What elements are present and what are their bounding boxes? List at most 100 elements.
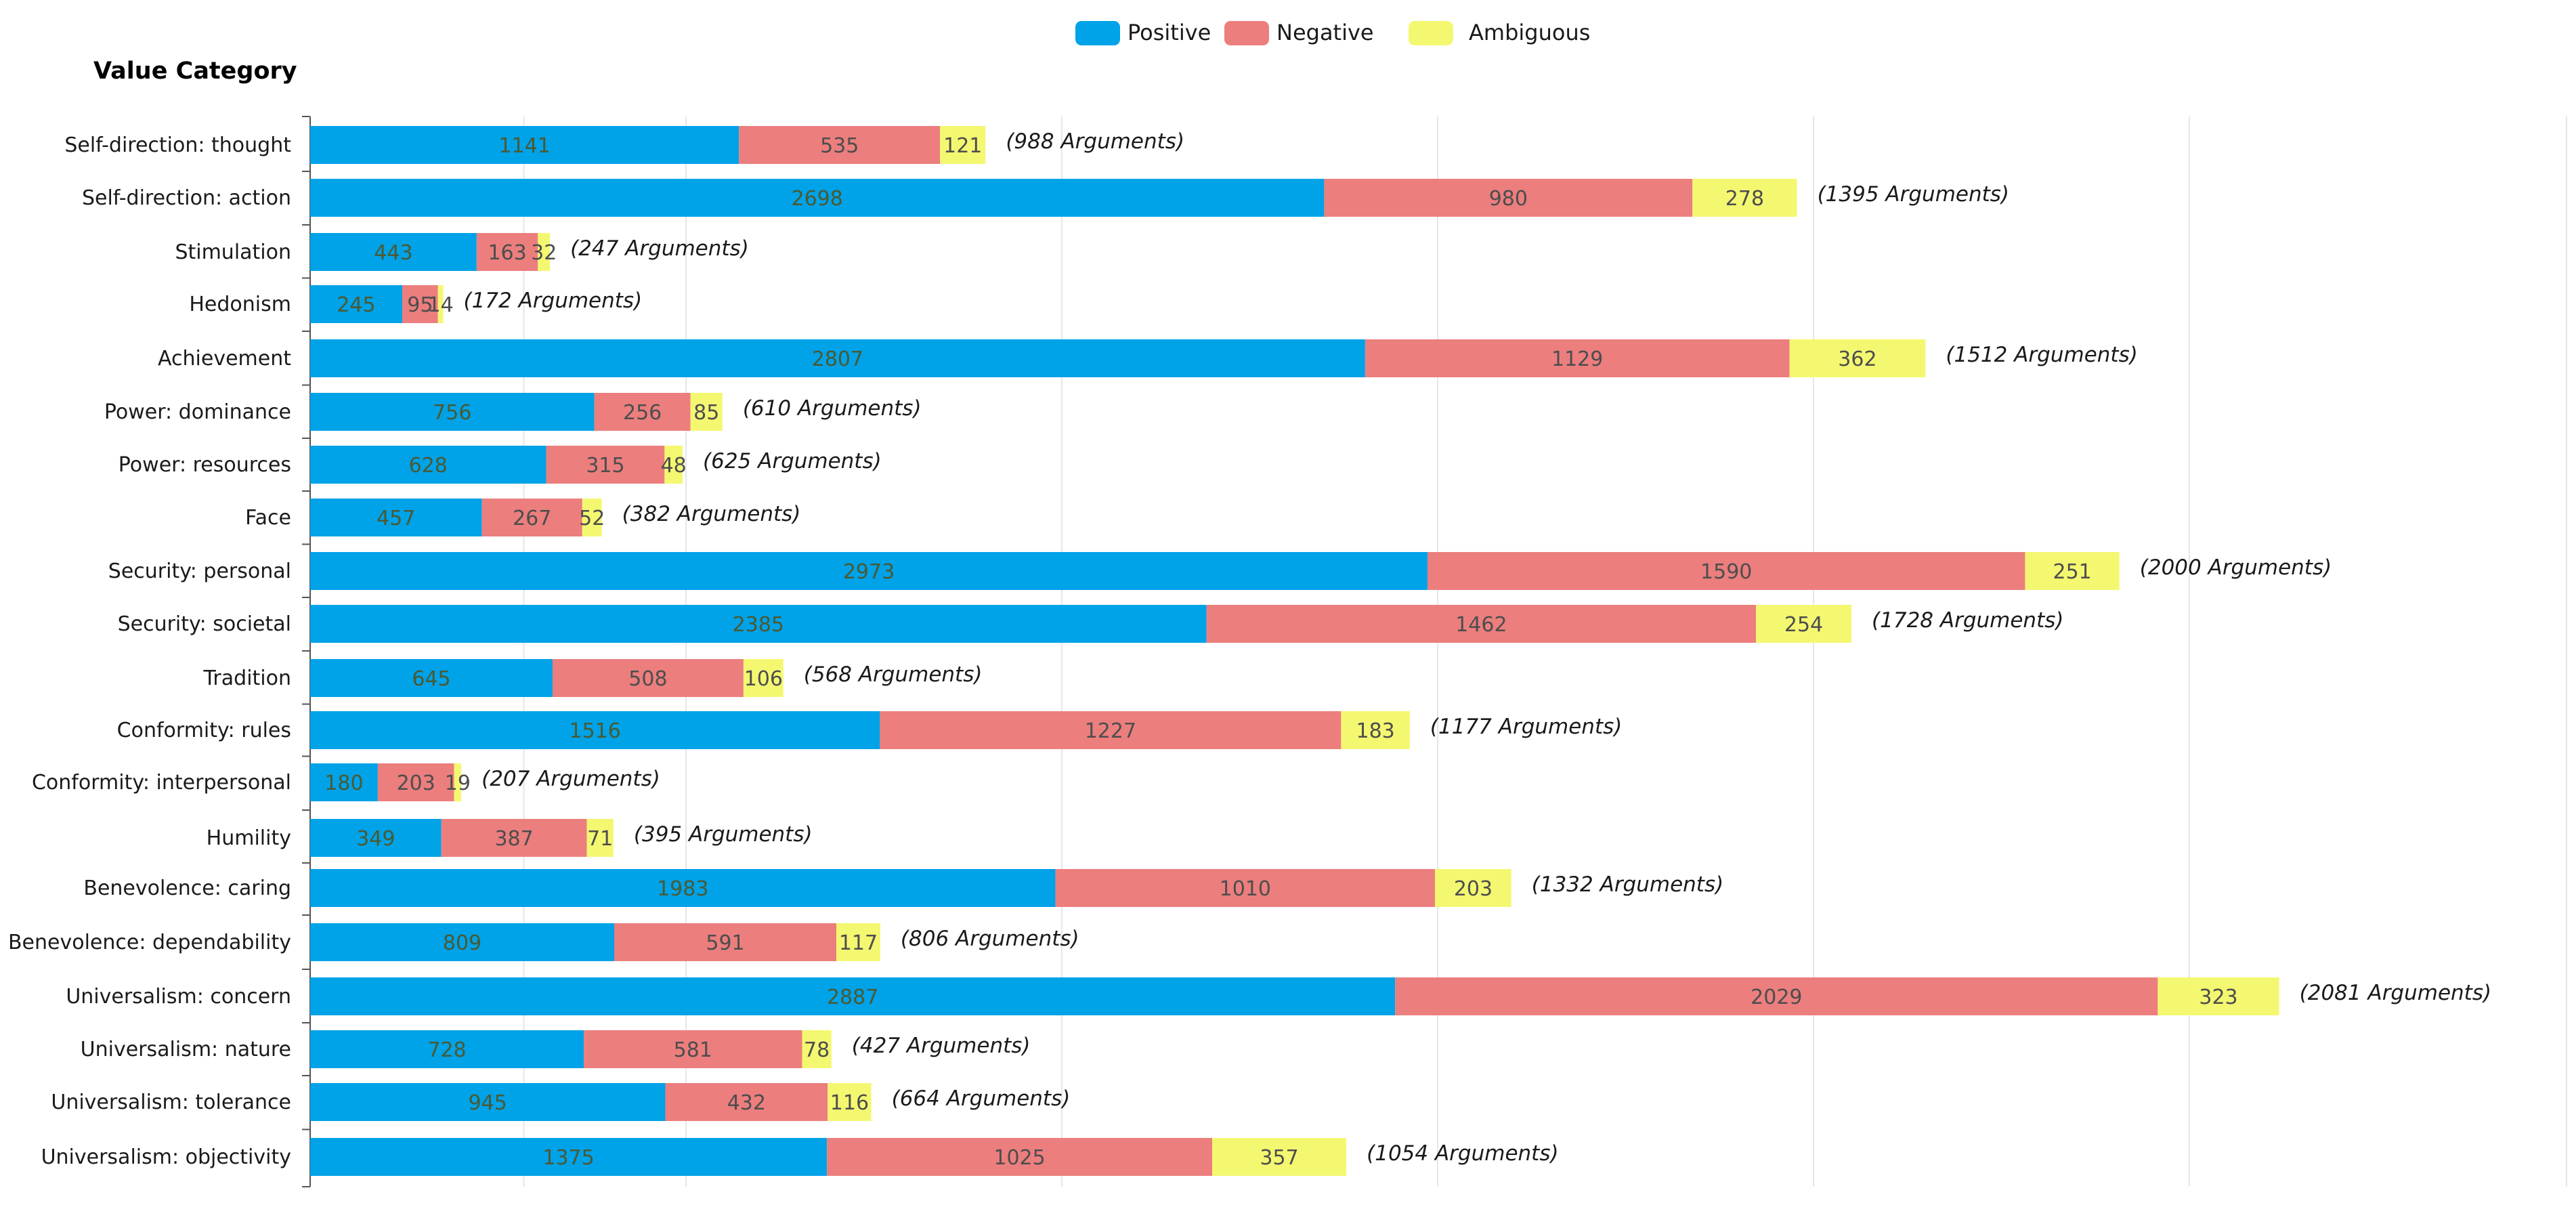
data-label: 809 bbox=[443, 931, 481, 955]
category-label: Universalism: tolerance bbox=[51, 1091, 291, 1114]
bar-segment-positive bbox=[310, 126, 739, 164]
bar-segment-negative bbox=[481, 499, 582, 536]
legend-label-positive: Positive bbox=[1128, 20, 1211, 45]
bar-segment-positive bbox=[310, 659, 553, 697]
data-label: 2029 bbox=[1751, 986, 1802, 1009]
bar-segment-ambiguous bbox=[582, 499, 602, 536]
data-label: 121 bbox=[943, 134, 982, 158]
argument-count-label: (382 Arguments) bbox=[622, 502, 801, 526]
category-label: Universalism: nature bbox=[81, 1038, 291, 1061]
bar-segment-ambiguous bbox=[437, 285, 444, 323]
data-label: 14 bbox=[427, 293, 453, 317]
bar-segment-positive bbox=[310, 1138, 828, 1176]
data-label: 1983 bbox=[657, 877, 708, 901]
legend-swatch-positive bbox=[1075, 21, 1120, 45]
data-label: 1462 bbox=[1455, 613, 1507, 637]
data-label: 591 bbox=[706, 931, 744, 955]
bar-segment-negative bbox=[1324, 179, 1693, 217]
data-label: 387 bbox=[494, 827, 533, 851]
bar-segment-ambiguous bbox=[828, 1083, 872, 1121]
bar-segment-negative bbox=[827, 1138, 1212, 1176]
bar-segment-ambiguous bbox=[690, 393, 723, 431]
data-label: 362 bbox=[1838, 347, 1876, 371]
category-label: Security: personal bbox=[108, 559, 291, 583]
bar-segment-negative bbox=[377, 763, 454, 801]
data-label: 443 bbox=[374, 241, 412, 265]
bar-segment-ambiguous bbox=[2025, 552, 2120, 590]
data-label: 581 bbox=[674, 1038, 712, 1062]
bar-segment-negative bbox=[880, 711, 1341, 749]
bar-segment-negative bbox=[552, 659, 744, 697]
category-label: Self-direction: thought bbox=[64, 133, 291, 157]
bar-segment-negative bbox=[546, 446, 665, 484]
bar-segment-negative bbox=[614, 923, 836, 961]
argument-count-label: (427 Arguments) bbox=[852, 1034, 1031, 1058]
data-label: 323 bbox=[2199, 986, 2237, 1009]
data-label: 95 bbox=[407, 293, 433, 317]
data-label: 85 bbox=[693, 401, 719, 425]
data-label: 535 bbox=[820, 134, 859, 158]
data-label: 78 bbox=[804, 1038, 830, 1062]
data-label: 1129 bbox=[1551, 347, 1603, 371]
argument-count-label: (2081 Arguments) bbox=[2300, 981, 2491, 1005]
bar-segment-negative bbox=[441, 819, 587, 857]
data-label: 628 bbox=[409, 454, 448, 478]
data-label: 245 bbox=[337, 293, 375, 317]
data-label: 1375 bbox=[542, 1146, 594, 1170]
data-label: 267 bbox=[513, 507, 551, 530]
bar-segment-ambiguous bbox=[1435, 869, 1511, 907]
argument-count-label: (247 Arguments) bbox=[570, 236, 749, 261]
data-label: 183 bbox=[1356, 719, 1395, 743]
category-label: Universalism: objectivity bbox=[41, 1145, 291, 1169]
data-label: 1141 bbox=[498, 134, 550, 158]
category-label: Conformity: interpersonal bbox=[32, 771, 291, 795]
category-label: Universalism: concern bbox=[66, 985, 291, 1009]
data-label: 756 bbox=[433, 401, 471, 425]
category-label: Power: resources bbox=[119, 453, 291, 477]
bar-segment-positive bbox=[310, 233, 477, 271]
bar-segment-ambiguous bbox=[1341, 711, 1410, 749]
bar-segment-positive bbox=[310, 393, 595, 431]
legend-label-negative: Negative bbox=[1276, 20, 1374, 45]
category-label: Tradition bbox=[203, 667, 291, 690]
chart-title: Value Category bbox=[93, 58, 297, 85]
data-label: 19 bbox=[445, 771, 471, 795]
category-label: Hedonism bbox=[189, 293, 291, 316]
data-label: 357 bbox=[1260, 1146, 1298, 1170]
argument-count-label: (1332 Arguments) bbox=[1532, 872, 1723, 897]
bar-segment-negative bbox=[476, 233, 538, 271]
data-label: 2385 bbox=[733, 613, 784, 637]
data-label: 980 bbox=[1489, 187, 1528, 211]
data-label: 1025 bbox=[993, 1146, 1045, 1170]
argument-count-label: (988 Arguments) bbox=[1006, 129, 1184, 154]
data-label: 180 bbox=[324, 771, 363, 795]
data-label: 48 bbox=[661, 454, 687, 478]
data-label: 2807 bbox=[812, 347, 863, 371]
data-label: 256 bbox=[623, 401, 662, 425]
argument-count-label: (172 Arguments) bbox=[463, 289, 642, 313]
data-label: 278 bbox=[1725, 187, 1764, 211]
bar-segment-positive bbox=[310, 605, 1207, 643]
bar-segment-negative bbox=[1395, 977, 2158, 1015]
data-label: 728 bbox=[427, 1038, 466, 1062]
category-label: Achievement bbox=[158, 347, 291, 371]
bar-segment-ambiguous bbox=[1692, 179, 1797, 217]
bar-segment-positive bbox=[310, 339, 1365, 377]
data-label: 52 bbox=[579, 507, 605, 530]
bar-segment-ambiguous bbox=[940, 126, 986, 164]
data-label: 254 bbox=[1784, 613, 1823, 637]
bar-segment-negative bbox=[584, 1030, 802, 1068]
bar-segment-ambiguous bbox=[1212, 1138, 1347, 1176]
bar-segment-positive bbox=[310, 819, 442, 857]
bar-segment-negative bbox=[1055, 869, 1436, 907]
bar-segment-positive bbox=[310, 763, 378, 801]
argument-count-label: (1728 Arguments) bbox=[1872, 608, 2063, 633]
bar-segment-positive bbox=[310, 869, 1056, 907]
bar-segment-positive bbox=[310, 552, 1428, 590]
argument-count-label: (207 Arguments) bbox=[481, 767, 660, 791]
bar-segment-ambiguous bbox=[1789, 339, 1926, 377]
data-label: 2698 bbox=[792, 187, 843, 211]
bar-segment-ambiguous bbox=[2158, 977, 2279, 1015]
data-label: 2973 bbox=[843, 560, 895, 584]
